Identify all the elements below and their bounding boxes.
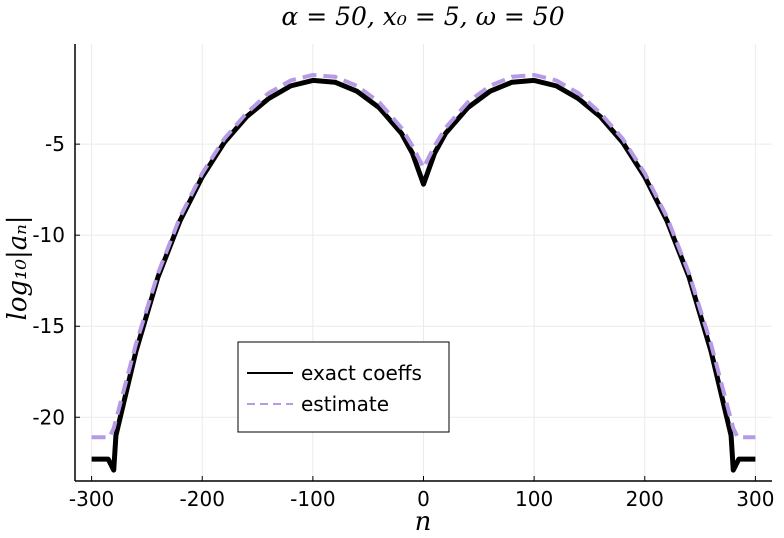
y-axis-label: log₁₀|aₙ|	[3, 215, 33, 320]
grid	[75, 44, 772, 481]
x-axis-label: n	[415, 507, 432, 537]
legend-label-exact: exact coeffs	[301, 361, 422, 385]
x-tick-label: -100	[290, 487, 335, 511]
series-line-estimate	[91, 72, 756, 440]
y-tick-label: -15	[32, 314, 65, 338]
y-tick-label: -20	[32, 405, 65, 429]
y-tick-label: -5	[45, 132, 65, 156]
x-tick-label: 100	[515, 487, 553, 511]
legend-label-estimate: estimate	[301, 392, 389, 416]
chart-title: α = 50, x₀ = 5, ω = 50	[281, 2, 564, 31]
x-tick-label: 0	[417, 487, 430, 511]
x-tick-label: 200	[626, 487, 664, 511]
legend-box	[237, 341, 450, 433]
x-tick-label: -300	[69, 487, 114, 511]
legend: exact coeffs estimate	[237, 341, 450, 433]
ticks: -300 -200 -100 0 100 200 300 -5 -10 -15 -20	[32, 132, 774, 511]
y-tick-label: -10	[32, 223, 65, 247]
plot-lines	[91, 72, 756, 473]
x-tick-label: 300	[736, 487, 774, 511]
series-line-exact-coeffs	[91, 77, 756, 473]
x-tick-label: -200	[180, 487, 225, 511]
